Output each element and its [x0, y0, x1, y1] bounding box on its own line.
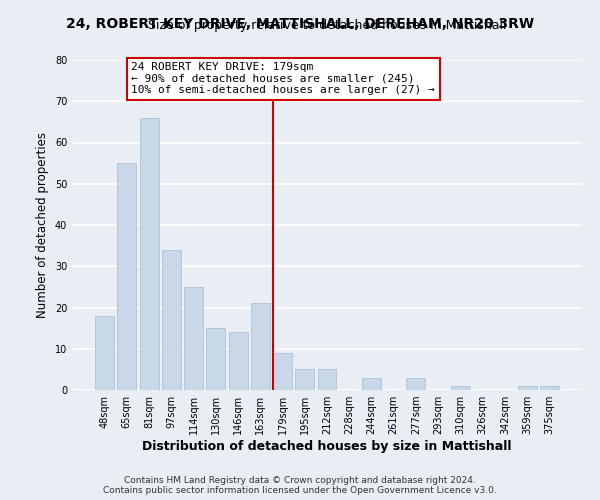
Title: Size of property relative to detached houses in Mattishall: Size of property relative to detached ho…: [148, 20, 506, 32]
Text: 24 ROBERT KEY DRIVE: 179sqm
← 90% of detached houses are smaller (245)
10% of se: 24 ROBERT KEY DRIVE: 179sqm ← 90% of det…: [131, 62, 435, 96]
X-axis label: Distribution of detached houses by size in Mattishall: Distribution of detached houses by size …: [142, 440, 512, 453]
Bar: [162, 250, 181, 390]
Bar: [451, 386, 470, 390]
Bar: [518, 386, 536, 390]
Bar: [317, 370, 337, 390]
Text: Contains HM Land Registry data © Crown copyright and database right 2024.
Contai: Contains HM Land Registry data © Crown c…: [103, 476, 497, 495]
Bar: [206, 328, 225, 390]
Bar: [251, 304, 270, 390]
Bar: [295, 370, 314, 390]
Bar: [95, 316, 114, 390]
Bar: [140, 118, 158, 390]
Bar: [229, 332, 248, 390]
Bar: [273, 353, 292, 390]
Y-axis label: Number of detached properties: Number of detached properties: [36, 132, 49, 318]
Bar: [184, 287, 203, 390]
Bar: [362, 378, 381, 390]
Bar: [540, 386, 559, 390]
Bar: [406, 378, 425, 390]
Text: 24, ROBERT KEY DRIVE, MATTISHALL, DEREHAM, NR20 3RW: 24, ROBERT KEY DRIVE, MATTISHALL, DEREHA…: [66, 18, 534, 32]
Bar: [118, 163, 136, 390]
